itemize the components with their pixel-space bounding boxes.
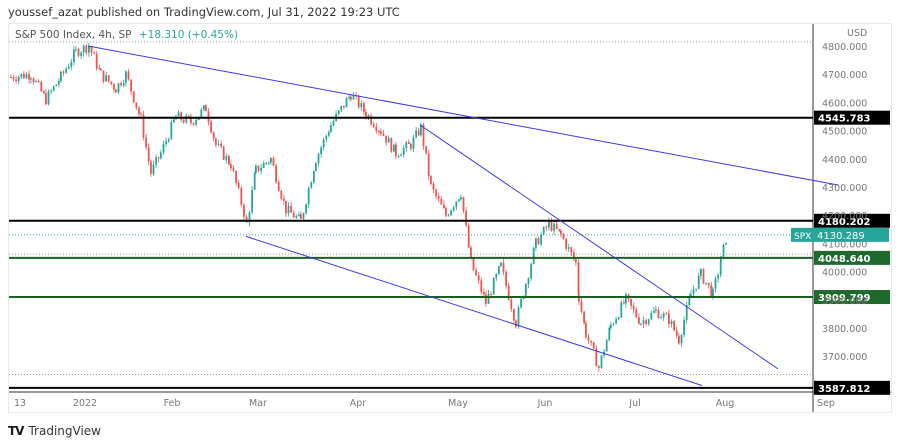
price-tick: 3700.000 (822, 352, 867, 363)
time-tick: Aug (716, 398, 735, 409)
level-label-box (814, 250, 890, 265)
tradingview-logo-icon: TV (8, 424, 25, 438)
time-tick: 2022 (73, 398, 97, 409)
tradingview-footer[interactable]: TV TradingView (8, 424, 101, 438)
symbol-tag: SPX (794, 232, 811, 242)
level-label: 4048.640 (818, 254, 871, 265)
price-tick: 4800.000 (822, 42, 867, 53)
level-label: 3909.799 (818, 293, 871, 304)
time-tick: Mar (249, 398, 267, 409)
price-tick: 3800.000 (822, 324, 867, 335)
price-tick: 4400.000 (822, 155, 867, 166)
chart-frame (8, 23, 892, 413)
level-label: 4180.202 (818, 217, 871, 228)
brand-name: TradingView (28, 424, 101, 438)
time-tick: 13 (14, 398, 26, 409)
price-tick: 4300.000 (822, 183, 867, 194)
time-tick: May (448, 398, 468, 409)
level-label-box (814, 213, 890, 228)
last-price-box (813, 227, 889, 242)
level-label-box (814, 110, 890, 125)
level-label-box (814, 380, 890, 395)
time-axis[interactable]: 13 2022 Feb Mar Apr May Jun Jul Aug Sep (14, 398, 835, 409)
publisher-line: youssef_azat published on TradingView.co… (8, 5, 400, 19)
time-tick: Jul (628, 398, 640, 409)
level-label-box (814, 290, 890, 305)
price-axis[interactable]: USD 4800.000 4700.000 4600.000 4500.000 4400.… (822, 28, 867, 363)
descending-wedge-top-trendline[interactable] (419, 124, 779, 370)
time-tick: Apr (350, 398, 367, 409)
price-tick: 4500.000 (822, 127, 867, 138)
price-tick: 4600.000 (822, 98, 867, 109)
price-tick: 4000.000 (822, 268, 867, 279)
currency-label: USD (847, 28, 867, 39)
symbol-label: S&P 500 Index, 4h, SP (15, 29, 132, 41)
price-tick: 4200.000 (822, 211, 867, 222)
price-tick: 4100.000 (822, 239, 867, 250)
price-change: +18.310 (+0.45%) (138, 29, 239, 41)
price-tick: 4700.000 (822, 70, 867, 81)
descending-wedge-bottom-trendline[interactable] (245, 235, 703, 387)
time-tick: Jun (537, 398, 553, 409)
level-label: 3587.812 (818, 384, 871, 395)
time-tick: Feb (164, 398, 181, 409)
level-label: 4545.783 (818, 114, 871, 125)
symbol-tag-box (791, 227, 813, 242)
time-tick: Sep (817, 398, 835, 409)
last-price-label: 4130.289 (817, 231, 865, 242)
candles (10, 42, 727, 372)
price-tick: 3900.000 (822, 296, 867, 307)
chart-legend: S&P 500 Index, 4h, SP +18.310 (+0.45%) (15, 29, 238, 41)
upper-channel-trendline[interactable] (87, 45, 839, 186)
